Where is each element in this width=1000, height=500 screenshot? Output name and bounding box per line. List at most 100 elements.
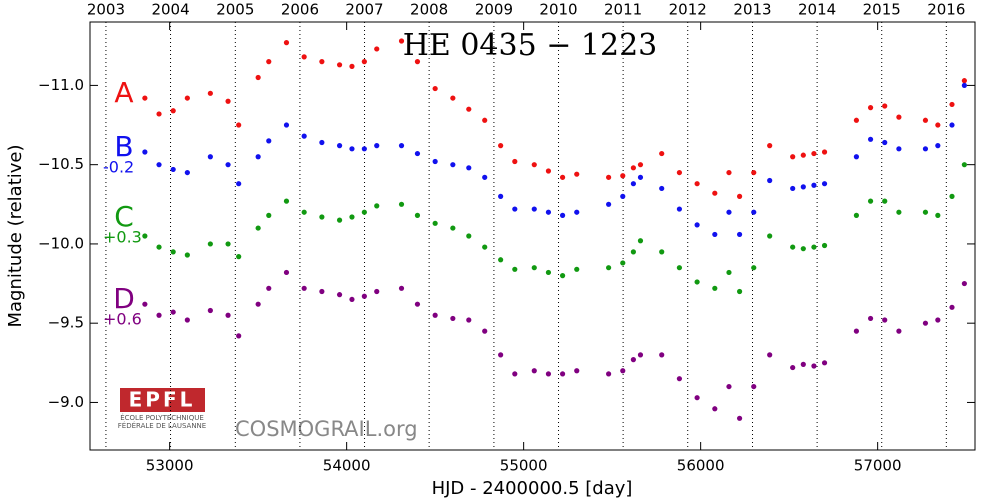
data-point bbox=[630, 181, 636, 187]
data-point bbox=[266, 285, 272, 291]
data-point bbox=[712, 285, 718, 291]
data-point bbox=[301, 133, 307, 139]
data-point bbox=[694, 279, 700, 285]
series-label: B bbox=[114, 130, 133, 163]
data-point bbox=[867, 136, 874, 142]
data-point bbox=[949, 304, 955, 310]
y-axis-label: Magnitude (relative) bbox=[5, 144, 26, 327]
data-point bbox=[811, 182, 817, 188]
data-point bbox=[349, 63, 355, 69]
x-tick-label: 57000 bbox=[854, 457, 902, 475]
data-point bbox=[935, 317, 941, 323]
data-point bbox=[255, 225, 261, 231]
data-point bbox=[255, 301, 261, 307]
data-point bbox=[790, 244, 796, 250]
data-point bbox=[882, 198, 888, 204]
data-point bbox=[559, 273, 566, 279]
data-point bbox=[170, 166, 176, 173]
data-point bbox=[255, 154, 261, 160]
data-point bbox=[450, 225, 456, 231]
data-point bbox=[751, 265, 757, 271]
data-point bbox=[170, 249, 176, 255]
data-point bbox=[531, 162, 537, 168]
data-point bbox=[922, 209, 929, 215]
data-point bbox=[498, 193, 504, 199]
data-point bbox=[559, 212, 566, 218]
data-point bbox=[349, 296, 355, 303]
data-point bbox=[432, 158, 438, 165]
data-point bbox=[336, 217, 343, 223]
logo-line: ÉCOLE POLYTECHNIQUE bbox=[120, 413, 204, 422]
data-point bbox=[414, 212, 421, 218]
data-point bbox=[961, 280, 967, 287]
data-point bbox=[184, 169, 190, 176]
data-point bbox=[545, 269, 552, 276]
series-label: A bbox=[114, 76, 133, 109]
data-point bbox=[450, 162, 456, 168]
data-point bbox=[606, 371, 612, 377]
data-point bbox=[283, 122, 290, 128]
data-point bbox=[301, 209, 307, 215]
data-point bbox=[283, 269, 290, 276]
data-point bbox=[726, 383, 732, 390]
data-point bbox=[266, 138, 272, 144]
x-tick-label: 56000 bbox=[677, 457, 725, 475]
data-point bbox=[531, 265, 537, 271]
data-point bbox=[283, 198, 290, 204]
data-point bbox=[361, 209, 367, 215]
data-point bbox=[466, 106, 472, 112]
data-point bbox=[800, 361, 806, 367]
logo: EPFL ÉCOLE POLYTECHNIQUE FÉDÉRALE DE LAU… bbox=[118, 388, 206, 431]
data-point bbox=[949, 193, 955, 199]
data-point bbox=[266, 59, 272, 65]
data-point bbox=[853, 328, 860, 334]
data-point bbox=[712, 231, 718, 238]
data-point bbox=[374, 288, 380, 295]
data-point bbox=[319, 288, 325, 295]
data-point bbox=[800, 246, 806, 252]
data-point bbox=[184, 95, 190, 101]
data-point bbox=[767, 233, 773, 239]
data-point bbox=[821, 181, 828, 187]
data-point bbox=[961, 162, 967, 168]
data-point bbox=[821, 242, 828, 249]
data-point bbox=[620, 368, 626, 374]
data-point bbox=[935, 143, 941, 149]
year-label: 2006 bbox=[281, 1, 319, 19]
data-point bbox=[301, 285, 307, 291]
data-point bbox=[225, 162, 231, 168]
data-point bbox=[637, 238, 644, 244]
data-point bbox=[414, 301, 421, 307]
data-point bbox=[414, 150, 421, 157]
x-tick-label: 53000 bbox=[146, 457, 194, 475]
data-point bbox=[170, 108, 176, 114]
series-offset: +0.6 bbox=[103, 310, 142, 329]
data-point bbox=[156, 111, 162, 117]
year-label: 2005 bbox=[216, 1, 254, 19]
data-point bbox=[736, 193, 743, 199]
data-point bbox=[414, 59, 421, 65]
year-label: 2011 bbox=[604, 1, 642, 19]
data-point bbox=[512, 206, 518, 212]
data-point bbox=[156, 162, 162, 168]
data-point bbox=[349, 214, 355, 220]
data-point bbox=[466, 165, 472, 171]
data-point bbox=[184, 252, 190, 258]
data-point bbox=[896, 209, 902, 215]
data-point bbox=[767, 177, 773, 184]
data-point bbox=[156, 312, 162, 318]
data-point bbox=[574, 209, 580, 215]
data-point bbox=[896, 146, 902, 152]
data-point bbox=[630, 165, 636, 171]
data-point bbox=[450, 95, 456, 101]
year-label: 2008 bbox=[410, 1, 448, 19]
data-point bbox=[853, 117, 860, 123]
data-point bbox=[935, 122, 941, 128]
data-point bbox=[620, 193, 626, 199]
data-point bbox=[236, 254, 242, 260]
data-point bbox=[637, 352, 644, 358]
year-label: 2015 bbox=[863, 1, 901, 19]
data-point bbox=[498, 257, 504, 263]
data-point bbox=[512, 266, 518, 272]
data-point bbox=[896, 328, 902, 334]
